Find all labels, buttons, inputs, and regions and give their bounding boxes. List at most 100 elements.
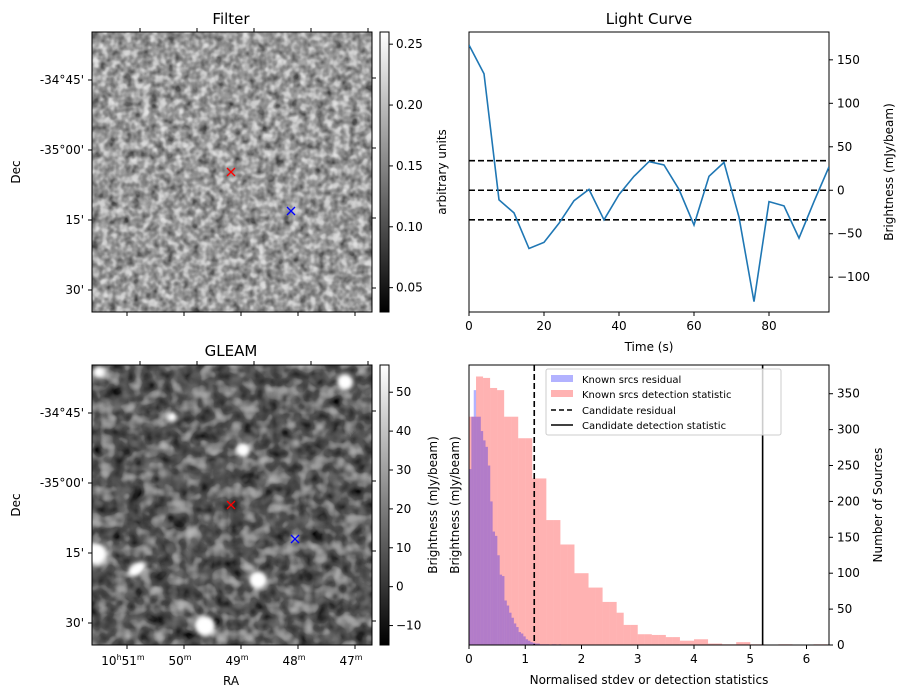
histogram-bar <box>530 642 533 645</box>
histogram-bar <box>490 387 498 645</box>
light-curve-frame <box>468 31 830 313</box>
candidate-marker <box>226 167 236 177</box>
filter-frame <box>91 31 373 313</box>
histogram-bar <box>518 632 521 645</box>
filter-title: Filter <box>212 10 250 28</box>
histogram-bar <box>469 469 472 645</box>
legend-swatch-residual <box>551 375 573 382</box>
dec-tick-label: -34°45' <box>40 73 84 87</box>
legend-label-residual: Known srcs residual <box>582 375 681 386</box>
histogram-bar <box>743 642 751 645</box>
colorbar-tick-label: −10 <box>396 619 421 633</box>
histogram-bar <box>532 478 540 645</box>
ra-tick-label: 47m <box>339 653 362 668</box>
histogram-bar <box>476 376 484 645</box>
light-curve-panel: Light Curve 0 20 40 60 80 150 100 50 0 −50 −100 T… <box>465 10 896 354</box>
histogram-bar <box>487 465 491 645</box>
y-tick-label: 100 <box>837 566 860 580</box>
histogram-bar <box>528 640 531 645</box>
histogram-panel: 0 1 2 3 4 5 6 0 50 100 150 200 250 300 350 Normalised… <box>448 364 885 687</box>
gleam-colorbar <box>379 364 390 646</box>
gleam-image <box>92 365 372 645</box>
light-curve-xticks: 0 20 40 60 80 <box>465 312 777 333</box>
x-tick-label: 20 <box>536 319 551 333</box>
dec-tick-label: 15' <box>65 213 84 227</box>
gleam-source <box>167 412 177 422</box>
y-tick-label: 200 <box>837 494 860 508</box>
legend-swatch-detection <box>551 390 573 397</box>
colorbar-tick-label: 0.25 <box>396 37 423 51</box>
histogram-bar <box>679 640 687 645</box>
histogram-bar <box>469 416 477 645</box>
histogram-bar <box>473 390 477 645</box>
histogram-bar <box>602 601 610 645</box>
histogram-bar <box>553 520 561 645</box>
y-tick-label: 150 <box>837 530 860 544</box>
light-curve-xlabel: Time (s) <box>624 340 674 354</box>
colorbar-tick-label: 10 <box>396 541 411 555</box>
x-tick-label: 40 <box>611 319 626 333</box>
gleam-source <box>159 470 167 478</box>
reference-marker <box>290 534 300 544</box>
y-tick-label: 350 <box>837 387 860 401</box>
y-tick-label: 50 <box>837 602 852 616</box>
histogram-bar <box>504 600 507 645</box>
gleam-ylabel: Dec <box>9 493 23 516</box>
histogram-bar <box>609 601 617 645</box>
light-curve-line <box>469 44 829 302</box>
gleam-source <box>203 514 211 522</box>
filter-colorbar <box>379 31 390 313</box>
legend-label-candidate-detection: Candidate detection statistic <box>582 421 726 432</box>
histogram-bar <box>506 605 510 645</box>
colorbar-tick-label: 40 <box>396 424 411 438</box>
histogram-bar <box>516 627 519 645</box>
ra-tick-label: 48m <box>282 653 305 668</box>
histogram-bar <box>485 446 488 645</box>
histogram-bar <box>539 478 547 645</box>
histogram-bar <box>665 637 673 645</box>
y-tick-label: −50 <box>837 227 862 241</box>
histogram-bar <box>497 555 500 645</box>
histogram-bar <box>499 574 503 645</box>
x-tick-label: 3 <box>634 652 642 666</box>
histogram-bar <box>471 416 474 645</box>
histogram-bar <box>546 520 554 645</box>
y-tick-label: 50 <box>837 140 852 154</box>
histogram-bar <box>513 623 517 645</box>
histogram-bar <box>616 612 624 645</box>
histogram-yticks: 0 50 100 150 200 250 300 350 <box>829 387 860 652</box>
filter-yticks: -34°45' -35°00' 15' 30' <box>40 73 376 297</box>
x-tick-label: 1 <box>521 652 529 666</box>
y-tick-label: 100 <box>837 96 860 110</box>
histogram-bar <box>574 573 582 645</box>
light-curve-threshold-lines <box>469 159 829 221</box>
histogram-bar <box>504 416 512 645</box>
dec-tick-label: 30' <box>65 616 84 630</box>
gleam-source <box>337 374 353 390</box>
histogram-bar <box>494 535 498 645</box>
filter-colorbar-label: arbitrary units <box>435 129 449 215</box>
light-curve-ylabel: Brightness (mJy/beam) <box>882 103 896 241</box>
histogram-bar <box>537 643 540 645</box>
histogram-bar <box>525 438 533 645</box>
histogram-bar <box>509 612 512 645</box>
gleam-source <box>236 443 250 457</box>
filter-panel: Filter -34°45' -35°00' 15' 30' Dec 0.05 0.10… <box>9 10 449 316</box>
colorbar-tick-label: 0.20 <box>396 98 423 112</box>
histogram-bar <box>478 416 481 645</box>
ra-tick-label: 50m <box>168 653 191 668</box>
histogram-bar <box>658 634 666 645</box>
histogram-bar <box>483 440 486 645</box>
y-tick-label: 0 <box>837 183 845 197</box>
filter-markers <box>226 167 296 216</box>
gleam-frame <box>91 364 373 646</box>
gleam-source <box>292 439 300 447</box>
histogram-bar <box>520 633 524 645</box>
gleam-colorbar-ticks: 50 40 30 20 10 0 −10 <box>389 385 421 633</box>
legend-label-candidate-residual: Candidate residual <box>582 406 676 417</box>
histogram-bar <box>644 634 652 645</box>
histogram-bar <box>480 431 484 645</box>
gleam-yticks: -34°45' -35°00' 15' 30' <box>40 406 376 630</box>
histogram-bar <box>532 642 536 645</box>
legend-box <box>545 368 782 436</box>
